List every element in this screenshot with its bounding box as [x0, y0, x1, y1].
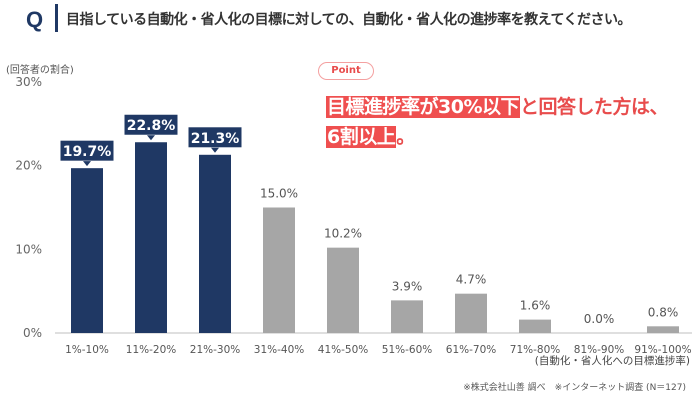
point-tag: Point	[318, 62, 374, 80]
value-label-pointer	[211, 147, 219, 153]
point-text-2: 。	[396, 126, 415, 148]
value-label-pointer	[83, 161, 91, 167]
point-text-1: と回答した方は、	[519, 96, 669, 118]
y-tick-label: 20%	[15, 159, 42, 173]
x-tick-label: 31%-40%	[254, 344, 304, 356]
x-tick-label: 91%-100%	[634, 344, 691, 356]
y-tick-label: 10%	[15, 242, 42, 256]
bar	[455, 293, 487, 333]
divider	[55, 4, 58, 32]
x-tick-label: 21%-30%	[190, 344, 240, 356]
question-title: 目指している自動化・省人化の目標に対しての、自動化・省人化の進捗率を教えてくださ…	[66, 12, 632, 28]
y-tick-label: 30%	[15, 75, 42, 89]
value-label: 15.0%	[260, 187, 298, 201]
x-tick-label: 61%-70%	[446, 344, 496, 356]
x-axis-label: (自動化・省人化への目標進捗率)	[534, 355, 690, 367]
bar	[199, 154, 231, 333]
value-label-box	[123, 113, 179, 136]
value-label: 10.2%	[324, 227, 362, 241]
x-tick-label: 11%-20%	[126, 344, 176, 356]
bar	[647, 326, 679, 333]
bar	[135, 142, 167, 333]
value-label: 0.8%	[648, 305, 679, 319]
point-callout: 目標進捗率が30%以下と回答した方は、 6割以上。	[326, 92, 669, 152]
value-label: 1.6%	[520, 299, 551, 313]
x-tick-label: 41%-50%	[318, 344, 368, 356]
value-label: 21.3%	[191, 131, 240, 147]
footnote: ※株式会社山善 調べ ※インターネット調査 (N＝127)	[463, 383, 686, 393]
bar	[391, 300, 423, 333]
value-label: 19.7%	[63, 144, 112, 160]
x-tick-label: 71%-80%	[510, 344, 560, 356]
bar	[519, 319, 551, 333]
value-label: 22.8%	[127, 118, 176, 134]
point-highlight-1: 目標進捗率が30%以下	[326, 96, 520, 118]
x-tick-label: 81%-90%	[574, 344, 624, 356]
y-axis-label: (回答者の割合)	[6, 65, 74, 76]
bar	[71, 168, 103, 333]
bar	[327, 247, 359, 333]
x-tick-label: 51%-60%	[382, 344, 432, 356]
value-label: 0.0%	[584, 312, 615, 326]
bar	[263, 207, 295, 333]
value-label: 3.9%	[392, 279, 423, 293]
y-tick-label: 0%	[23, 326, 42, 340]
question-marker: Q	[26, 7, 44, 32]
value-label-pointer	[147, 135, 155, 141]
x-tick-label: 1%-10%	[65, 344, 109, 356]
point-highlight-2: 6割以上	[326, 126, 397, 148]
value-label: 4.7%	[456, 273, 487, 287]
